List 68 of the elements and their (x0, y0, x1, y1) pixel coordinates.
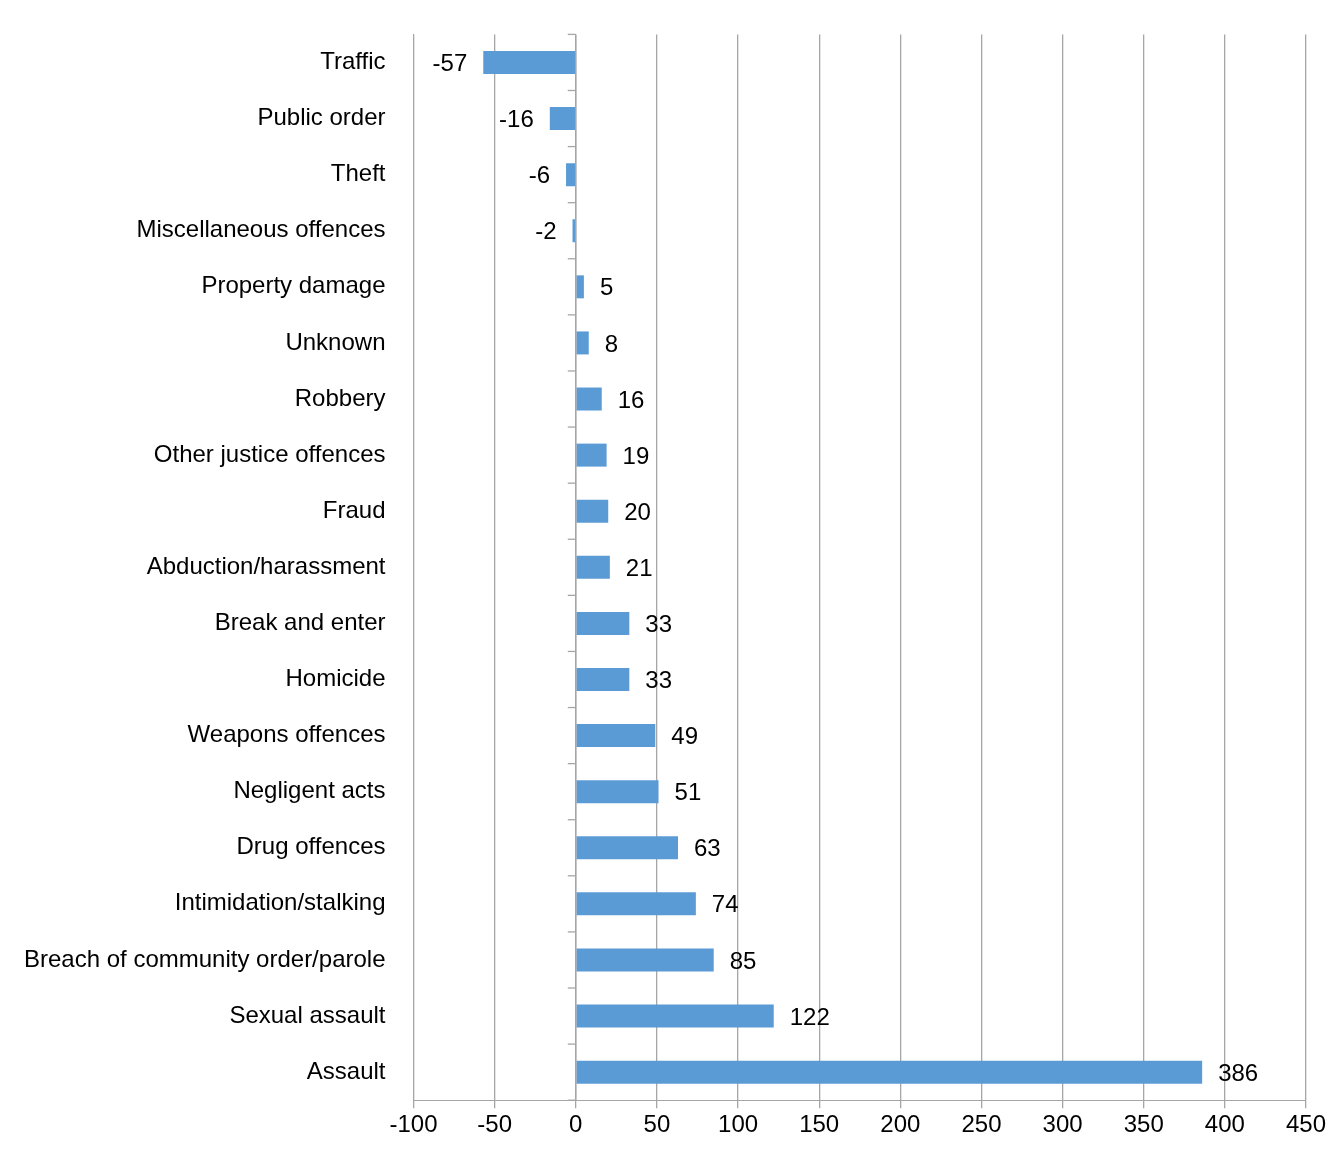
bar (576, 1004, 774, 1028)
bar (576, 611, 630, 635)
x-tick-label: 350 (1123, 1110, 1164, 1138)
bar (576, 780, 659, 804)
x-tick-label: -50 (477, 1110, 512, 1138)
x-tick-label: 300 (1042, 1110, 1083, 1138)
data-label: -6 (528, 161, 551, 189)
bar (483, 50, 576, 74)
y-tick-label: Unknown (285, 327, 386, 355)
data-label: 49 (671, 722, 698, 750)
bar (576, 331, 589, 355)
data-label: 8 (604, 329, 619, 357)
data-label: 19 (622, 441, 650, 469)
data-label: 85 (729, 946, 757, 974)
x-tick-label: -100 (389, 1110, 438, 1138)
data-label: 33 (645, 666, 673, 694)
data-label: 20 (624, 497, 651, 525)
bar (576, 667, 630, 691)
bar (576, 1060, 1203, 1084)
bar (576, 836, 679, 860)
y-tick-label: Miscellaneous offences (136, 215, 386, 243)
bar (576, 555, 610, 579)
y-tick-label: Property damage (201, 271, 386, 299)
bar (576, 948, 714, 972)
y-tick-label: Drug offences (236, 832, 386, 860)
y-tick-label: Homicide (285, 664, 386, 692)
x-tick-label: 150 (799, 1110, 840, 1138)
data-label: -2 (535, 217, 557, 245)
bar (576, 724, 656, 748)
bar (549, 107, 576, 131)
y-tick-label: Robbery (294, 383, 386, 411)
x-tick-label: 400 (1204, 1110, 1245, 1138)
x-tick-label: 0 (569, 1110, 583, 1138)
data-label: -57 (432, 49, 468, 77)
y-tick-label: Public order (257, 103, 386, 131)
bar (576, 499, 609, 523)
x-tick-label: 100 (718, 1110, 759, 1138)
bar (566, 163, 576, 187)
y-tick-label: Traffic (320, 47, 386, 75)
data-label: 386 (1218, 1058, 1259, 1086)
data-label: 74 (711, 890, 739, 918)
y-tick-label: Breach of community order/parole (24, 944, 386, 972)
y-tick-label: Weapons offences (187, 720, 386, 748)
data-label: 63 (694, 834, 721, 862)
data-label: 51 (674, 778, 702, 806)
bar (576, 275, 584, 299)
y-tick-label: Assault (306, 1056, 386, 1084)
bar (576, 387, 602, 411)
y-tick-label: Sexual assault (229, 1000, 386, 1028)
data-label: 16 (617, 385, 645, 413)
data-label: -16 (499, 105, 534, 133)
x-tick-label: 50 (643, 1110, 671, 1138)
y-tick-label: Theft (330, 159, 386, 187)
data-label: 5 (599, 273, 614, 301)
y-tick-label: Intimidation/stalking (174, 888, 386, 916)
bar (576, 443, 607, 467)
data-label: 21 (625, 553, 653, 581)
x-tick-label: 250 (961, 1110, 1002, 1138)
x-tick-label: 450 (1285, 1110, 1327, 1138)
bar (576, 892, 696, 916)
data-label: 33 (645, 610, 673, 638)
x-tick-label: 200 (880, 1110, 921, 1138)
y-tick-label: Fraud (322, 495, 386, 523)
y-tick-label: Negligent acts (233, 776, 386, 804)
data-label: 122 (789, 1002, 830, 1030)
y-tick-label: Break and enter (214, 608, 386, 636)
y-tick-label: Other justice offences (153, 439, 386, 467)
y-tick-label: Abduction/harassment (146, 551, 386, 579)
